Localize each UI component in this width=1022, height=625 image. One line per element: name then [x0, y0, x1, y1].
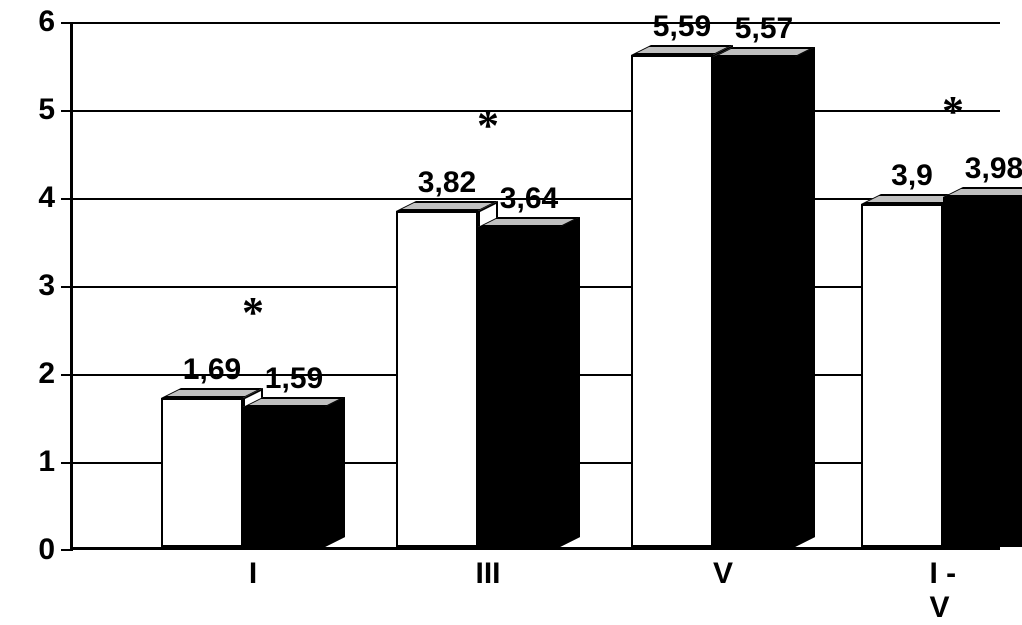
bar-chart: 01234561,691,59I*3,823,64III*5,595,57V3,… — [0, 0, 1022, 608]
bar — [478, 227, 560, 547]
grid-line — [61, 22, 1000, 24]
value-label: 5,57 — [735, 12, 793, 46]
bar — [631, 55, 713, 547]
significance-asterisk: * — [477, 104, 499, 148]
x-category-label: I — [249, 547, 257, 591]
x-category-label: I - V — [930, 547, 977, 625]
bar — [243, 407, 325, 547]
bar — [161, 398, 243, 547]
value-label: 3,82 — [418, 166, 476, 200]
value-label: 3,9 — [891, 159, 933, 193]
bar — [396, 211, 478, 547]
y-tick-label: 4 — [38, 181, 73, 215]
significance-asterisk: * — [942, 90, 964, 134]
value-label: 3,64 — [500, 182, 558, 216]
bar — [713, 57, 795, 547]
y-tick-label: 0 — [38, 533, 73, 567]
grid-line — [61, 110, 1000, 112]
value-label: 5,59 — [653, 10, 711, 44]
y-tick-label: 6 — [38, 5, 73, 39]
x-category-label: III — [475, 547, 500, 591]
value-label: 1,69 — [183, 353, 241, 387]
y-tick-label: 2 — [38, 357, 73, 391]
bar — [861, 204, 943, 547]
y-tick-label: 5 — [38, 93, 73, 127]
value-label: 3,98 — [965, 152, 1022, 186]
y-tick-label: 3 — [38, 269, 73, 303]
x-category-label: V — [713, 547, 733, 591]
significance-asterisk: * — [242, 291, 264, 335]
plot-area: 01234561,691,59I*3,823,64III*5,595,57V3,… — [70, 22, 1000, 550]
y-tick-label: 1 — [38, 445, 73, 479]
value-label: 1,59 — [265, 362, 323, 396]
bar — [943, 197, 1022, 547]
